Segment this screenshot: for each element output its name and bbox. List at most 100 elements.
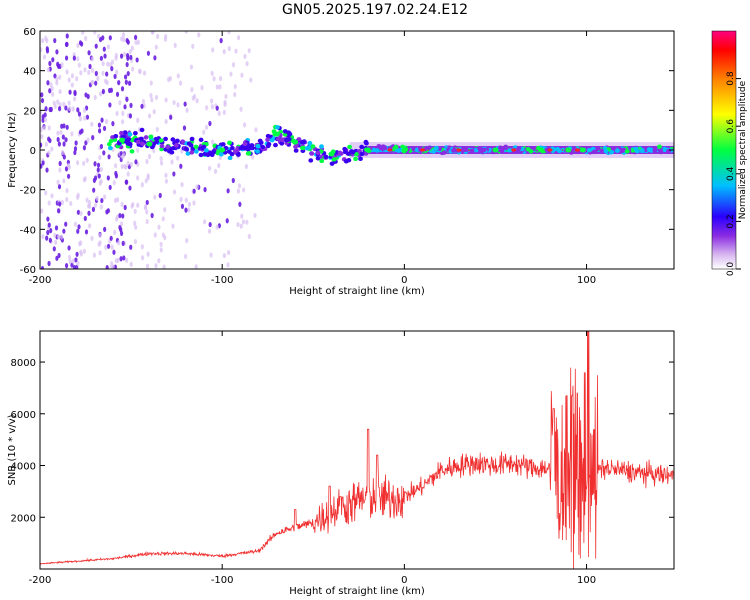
heatmap-blob — [202, 129, 206, 135]
heatmap-blob — [171, 223, 175, 229]
heatmap-blob — [40, 208, 44, 214]
heatmap-blob — [223, 101, 227, 108]
heatmap-blob — [159, 143, 165, 149]
heatmap-blob — [110, 244, 114, 250]
heatmap-blob — [309, 151, 315, 156]
heatmap-blob — [239, 223, 243, 229]
heatmap-blob — [68, 89, 72, 95]
heatmap-blob — [586, 147, 592, 153]
heatmap-blob — [203, 148, 209, 153]
heatmap-blob — [241, 219, 246, 225]
snr-series-line — [40, 331, 674, 569]
colorbar-label: Normalized spectral amplitude — [738, 80, 748, 219]
heatmap-blob — [140, 141, 145, 147]
heatmap-blob — [43, 112, 47, 118]
heatmap-blob — [243, 122, 247, 128]
heatmap-blob — [179, 80, 183, 86]
heatmap-blob — [64, 137, 68, 143]
heatmap-blob — [145, 209, 149, 215]
y-tick-label: 0 — [30, 146, 36, 157]
heatmap-blob — [79, 240, 83, 246]
heatmap-blob — [266, 141, 272, 147]
heatmap-blob — [46, 216, 50, 222]
heatmap-blob — [125, 179, 129, 185]
heatmap-peak — [118, 137, 125, 143]
heatmap-blob — [70, 82, 74, 88]
heatmap-blob — [58, 74, 62, 80]
heatmap-blob — [103, 78, 108, 84]
heatmap-blob — [301, 145, 306, 151]
heatmap-blob — [82, 107, 87, 113]
heatmap-blob — [41, 117, 45, 123]
heatmap-blob — [319, 158, 325, 164]
heatmap-blob — [45, 235, 49, 241]
heatmap-blob — [148, 134, 154, 139]
heatmap-blob — [56, 99, 60, 105]
heatmap-blob — [123, 104, 127, 110]
heatmap-blob — [62, 101, 66, 107]
heatmap-blob — [58, 167, 62, 173]
heatmap-blob — [71, 258, 75, 264]
x-tick-label: -200 — [29, 275, 52, 286]
heatmap-blob — [315, 150, 321, 155]
heatmap-blob — [94, 43, 98, 49]
heatmap-blob — [129, 161, 133, 168]
colorbar-tick-label: 0.6 — [726, 119, 736, 134]
heatmap-blob — [48, 88, 52, 94]
heatmap-blob — [497, 145, 503, 150]
heatmap-blob — [557, 148, 562, 154]
heatmap-blob — [200, 85, 204, 91]
heatmap-blob — [74, 140, 78, 146]
heatmap-blob — [96, 162, 101, 168]
heatmap-blob — [157, 224, 161, 230]
heatmap-blob — [130, 203, 134, 209]
heatmap-blob — [182, 125, 187, 131]
heatmap-blob — [75, 76, 79, 82]
heatmap-blob — [620, 148, 626, 154]
heatmap-blob — [189, 64, 194, 70]
heatmap-blob — [52, 100, 56, 106]
heatmap-blob — [120, 201, 124, 208]
heatmap-blob — [98, 91, 103, 97]
heatmap-blob — [61, 134, 65, 140]
x-tick-label: -100 — [211, 575, 234, 586]
heatmap-blob — [79, 70, 83, 76]
heatmap-blob — [227, 140, 232, 146]
heatmap-blob — [84, 229, 89, 235]
heatmap-blob — [624, 149, 630, 154]
heatmap-blob — [380, 144, 386, 149]
heatmap-blob — [57, 184, 62, 190]
heatmap-blob — [615, 148, 620, 153]
heatmap-blob — [236, 188, 241, 194]
heatmap-blob — [255, 144, 261, 149]
heatmap-blob — [40, 142, 43, 148]
heatmap-blob — [76, 192, 80, 198]
heatmap-blob — [136, 117, 140, 123]
heatmap-blob — [125, 137, 130, 143]
heatmap-blob — [49, 106, 53, 113]
heatmap-blob — [98, 128, 102, 134]
heatmap-blob — [218, 152, 224, 157]
colorbar-ticks: 0.0 0.2 0.4 0.6 0.8 — [726, 71, 741, 276]
heatmap-blob — [123, 204, 127, 211]
heatmap-blob — [131, 66, 135, 72]
heatmap-blob — [76, 228, 80, 234]
heatmap-blob — [62, 178, 66, 184]
heatmap-blob — [110, 59, 115, 65]
heatmap-blob — [47, 260, 51, 267]
heatmap-blob — [108, 102, 112, 108]
heatmap-blob — [233, 83, 237, 90]
heatmap-blob — [153, 232, 157, 238]
heatmap-blob — [231, 62, 236, 68]
heatmap-blob — [70, 131, 74, 137]
heatmap-blob — [282, 132, 288, 137]
heatmap-blob — [203, 187, 207, 193]
heatmap-blob — [98, 232, 102, 239]
heatmap-blob — [658, 149, 664, 155]
heatmap-blob — [72, 55, 76, 61]
heatmap-blob — [44, 190, 48, 196]
heatmap-blob — [113, 133, 119, 139]
heatmap-blob — [79, 249, 83, 255]
x-tick-label: -100 — [211, 275, 234, 286]
